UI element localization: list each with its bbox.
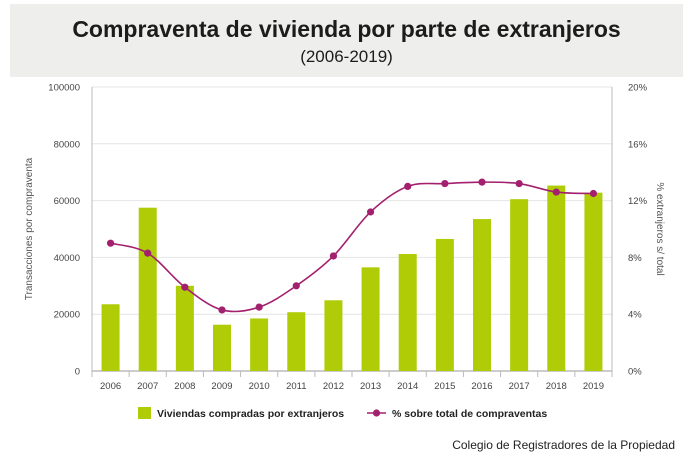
y-tick-label: 60000: [54, 196, 80, 207]
y2-axis-title: % extranjeros s/ total: [654, 182, 665, 275]
y-tick-label: 100000: [48, 83, 80, 94]
percent-point: [441, 179, 449, 188]
y2-tick-label: 0%: [628, 367, 642, 378]
chart-subtitle: (2006-2019): [300, 47, 393, 66]
y2-tick-label: 8%: [628, 253, 642, 264]
legend-swatch-point: [372, 409, 381, 417]
line-series: [106, 178, 598, 314]
x-tick-label: 2006: [100, 381, 121, 392]
x-tick-label: 2016: [471, 381, 492, 392]
bar: [361, 267, 380, 371]
chart-title: Compraventa de vivienda por parte de ext…: [72, 16, 621, 42]
percent-point: [589, 189, 598, 198]
x-tick-label: 2018: [546, 381, 567, 392]
bar: [250, 318, 269, 371]
x-tick-label: 2015: [434, 381, 455, 392]
bar: [584, 192, 603, 371]
bar: [175, 285, 194, 371]
percent-point: [106, 239, 115, 247]
percent-point: [478, 178, 486, 186]
bar: [435, 238, 454, 371]
x-tick-label: 2009: [211, 381, 232, 392]
legend-swatch-bars: [138, 407, 151, 419]
legend-label-bars: Viviendas compradas por extranjeros: [157, 408, 344, 420]
bar-series: [101, 185, 603, 371]
percent-point: [181, 283, 189, 291]
y-axis-title: Transacciones por compraventa: [24, 157, 35, 300]
percent-point: [144, 249, 152, 257]
bar: [473, 219, 491, 371]
x-tick-label: 2012: [323, 381, 344, 392]
bar: [547, 185, 566, 371]
bar: [324, 300, 343, 371]
percent-point: [218, 306, 226, 314]
legend-label-line: % sobre total de compraventas: [392, 408, 547, 420]
axes: 0 20000 40000 60000 80000 100000 0% 4% 8% 12% 16% 2…: [24, 83, 665, 393]
y2-tick-label: 4%: [628, 310, 642, 321]
x-tick-label: 2017: [509, 381, 530, 392]
bar: [287, 312, 306, 371]
percent-point: [366, 208, 375, 216]
percent-point: [329, 252, 338, 260]
gridlines: [92, 86, 612, 372]
y2-tick-label: 12%: [628, 196, 648, 207]
bar: [138, 207, 157, 371]
x-tick-label: 2013: [360, 381, 381, 392]
bar: [398, 253, 417, 371]
bar: [213, 324, 231, 371]
percent-point: [255, 303, 263, 311]
bar: [101, 304, 120, 371]
legend: Viviendas compradas por extranjeros % sob…: [138, 407, 547, 420]
percent-point: [404, 182, 412, 190]
y-tick-label: 20000: [54, 310, 80, 321]
y-tick-label: 0: [75, 367, 80, 378]
percent-point: [292, 282, 300, 290]
y2-tick-label: 16%: [628, 139, 648, 150]
bar: [510, 199, 529, 371]
y2-tick-label: 20%: [628, 83, 648, 94]
x-tick-label: 2014: [397, 381, 418, 392]
x-tick-label: 2008: [174, 381, 195, 392]
x-tick-label: 2007: [137, 381, 158, 392]
source-credit: Colegio de Registradores de la Propiedad: [452, 438, 675, 452]
x-tick-label: 2011: [286, 381, 306, 392]
percent-point: [552, 188, 560, 196]
y-tick-label: 80000: [54, 139, 80, 150]
title-band: Compraventa de vivienda por parte de ext…: [10, 4, 683, 77]
y-tick-label: 40000: [54, 253, 80, 264]
x-tick-label: 2019: [583, 381, 604, 392]
percent-point: [515, 179, 523, 188]
x-tick-label: 2010: [249, 381, 270, 392]
